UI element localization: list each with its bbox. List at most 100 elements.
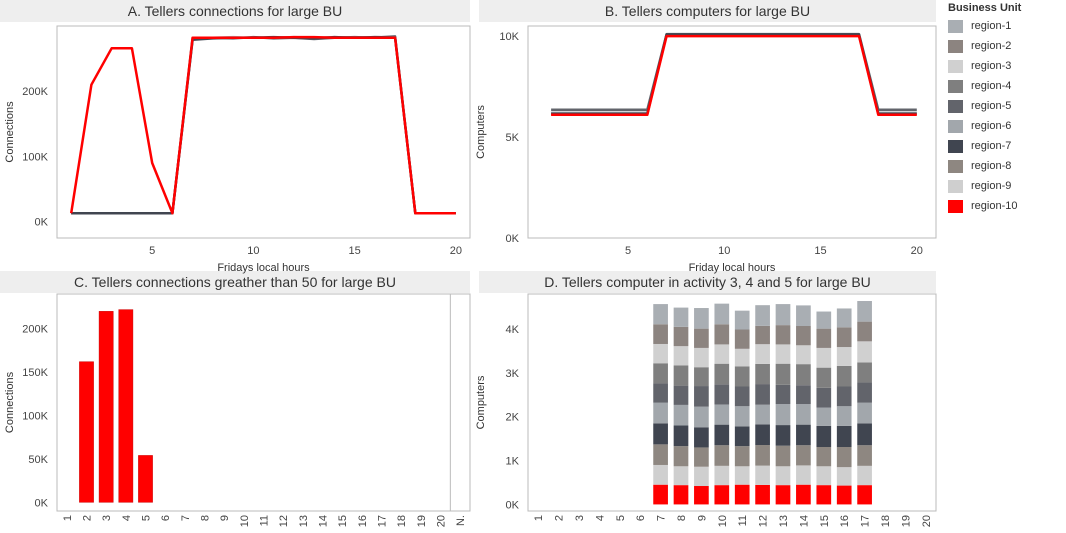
chart-d-bar-segment-region-7: [694, 427, 709, 448]
chart-d-bar-segment-region-1: [755, 305, 770, 326]
chart-d-bar-segment-region-1: [816, 311, 832, 329]
chart-d-bar-segment-region-1: [796, 305, 811, 327]
chart-d-bar-segment-region-10: [734, 484, 750, 505]
chart-d-bar-segment-region-3: [653, 343, 668, 364]
legend-item: region-6: [946, 116, 1064, 136]
chart-d-bar-segment-region-7: [673, 425, 689, 447]
chart-d-bar-segment-region-3: [816, 347, 832, 368]
chart-c-bar: [98, 311, 114, 503]
chart-d-bar-segment-region-8: [694, 447, 709, 467]
chart-a-x-axis-label: Fridays local hours: [217, 262, 310, 274]
chart-c-x-tick-label: 2: [82, 515, 94, 521]
chart-a-series-line-region-10: [69, 35, 456, 215]
chart-d-x-tick-label: 1: [533, 515, 545, 521]
chart-d-bar-segment-region-2: [714, 324, 730, 345]
chart-b-x-tick-label: 15: [814, 245, 826, 257]
chart-d-bar-segment-region-4: [673, 365, 689, 386]
chart-b-x-axis-label: Friday local hours: [689, 262, 776, 274]
chart-d-x-tick-label: 9: [696, 515, 708, 521]
legend-item: region-3: [946, 56, 1064, 76]
chart-b-plot-frame: [527, 25, 937, 239]
chart-d-title: D. Tellers computer in activity 3, 4 and…: [479, 271, 936, 293]
chart-d-x-tick-label: 10: [717, 515, 729, 527]
chart-d-bar-segment-region-3: [755, 344, 770, 364]
chart-d-x-tick-label: 8: [676, 515, 688, 521]
chart-d-bar-segment-region-8: [816, 446, 832, 467]
chart-c-x-tick-label: 19: [416, 515, 428, 527]
chart-a-title: A. Tellers connections for large BU: [0, 0, 470, 22]
chart-c-title: C. Tellers connections greather than 50 …: [0, 271, 470, 293]
legend-item: region-10: [946, 196, 1064, 216]
chart-c-x-tick-label: 12: [278, 515, 290, 527]
chart-d-bar-segment-region-6: [653, 402, 668, 424]
legend-swatch: [948, 99, 963, 113]
chart-b-y-tick-label: 10K: [499, 31, 519, 43]
chart-d-bar-segment-region-8: [734, 446, 750, 467]
chart-d-bar-segment-region-4: [734, 366, 750, 387]
chart-d-bar-segment-region-6: [775, 404, 791, 426]
chart-d-bar-segment-region-10: [816, 485, 832, 505]
chart-a-y-tick-label: 100K: [22, 151, 48, 163]
chart-d-bar-segment-region-8: [775, 445, 791, 467]
legend-label: region-6: [971, 120, 1012, 132]
chart-c-x-tick-label: N.: [455, 515, 467, 526]
chart-d-x-tick-label: 12: [758, 515, 770, 527]
chart-d-bar-segment-region-5: [734, 386, 750, 407]
chart-d-x-tick-label: 18: [880, 515, 892, 527]
legend-item: region-7: [946, 136, 1064, 156]
chart-d-bar-segment-region-8: [857, 445, 872, 466]
chart-d-bar-segment-region-7: [836, 425, 852, 447]
chart-d-bar-segment-region-1: [714, 303, 730, 325]
chart-d-bar-segment-region-9: [673, 466, 689, 486]
chart-d-bar-segment-region-8: [796, 445, 811, 466]
chart-d-x-tick-label: 15: [819, 515, 831, 527]
chart-d-bar-segment-region-7: [734, 426, 750, 447]
legend-label: region-9: [971, 180, 1012, 192]
chart-d-bar-segment-region-3: [734, 348, 750, 367]
chart-d-bar-segment-region-9: [836, 467, 852, 486]
chart-c-y-tick-label: 100K: [22, 411, 48, 423]
legend-swatch: [948, 39, 963, 53]
legend-swatch: [948, 199, 963, 213]
chart-c-x-tick-label: 1: [62, 515, 74, 521]
chart-d-bar-segment-region-10: [775, 485, 791, 505]
chart-d-bar-segment-region-4: [653, 363, 668, 384]
chart-d-bar-segment-region-2: [694, 328, 709, 348]
chart-d-bar-segment-region-4: [694, 367, 709, 387]
chart-d-bar-segment-region-9: [857, 465, 872, 486]
chart-d-bar-segment-region-8: [673, 446, 689, 467]
chart-c-x-tick-label: 9: [219, 515, 231, 521]
chart-d-bar-segment-region-6: [734, 406, 750, 427]
chart-d-bar-segment-region-9: [796, 465, 811, 485]
chart-d-bar-segment-region-5: [836, 386, 852, 407]
legend-item: region-5: [946, 96, 1064, 116]
chart-d-bar-segment-region-7: [653, 423, 668, 445]
chart-d-bar-segment-region-7: [775, 425, 791, 446]
chart-d-bar-segment-region-1: [694, 308, 709, 329]
chart-d-bar-segment-region-1: [734, 310, 750, 330]
chart-b-y-tick-label: 0K: [506, 233, 520, 245]
chart-d-bar-segment-region-5: [694, 386, 709, 407]
chart-c-bar: [79, 361, 94, 503]
chart-d-x-tick-label: 20: [921, 515, 933, 527]
chart-c-x-tick-label: 10: [239, 515, 251, 527]
chart-d-bar-segment-region-6: [796, 404, 811, 425]
legend-swatch: [948, 139, 963, 153]
chart-d-bar-segment-region-9: [653, 464, 668, 485]
chart-d-bar-segment-region-5: [775, 384, 791, 405]
chart-d-bar-segment-region-5: [796, 385, 811, 405]
chart-c-x-tick-label: 4: [121, 515, 133, 521]
chart-d-x-tick-label: 19: [900, 515, 912, 527]
chart-d-bar-segment-region-2: [734, 329, 750, 349]
chart-d-bar-segment-region-10: [755, 484, 770, 505]
chart-d-bar-segment-region-1: [673, 307, 689, 327]
chart-d-x-tick-label: 4: [594, 515, 606, 521]
chart-c-y-tick-label: 200K: [22, 324, 48, 336]
chart-c-x-tick-label: 18: [396, 515, 408, 527]
legend-item: region-8: [946, 156, 1064, 176]
legend-item: region-4: [946, 76, 1064, 96]
chart-d-x-tick-label: 6: [635, 515, 647, 521]
chart-d-bar-segment-region-2: [775, 325, 791, 345]
chart-d-bar-segment-region-1: [857, 301, 872, 322]
